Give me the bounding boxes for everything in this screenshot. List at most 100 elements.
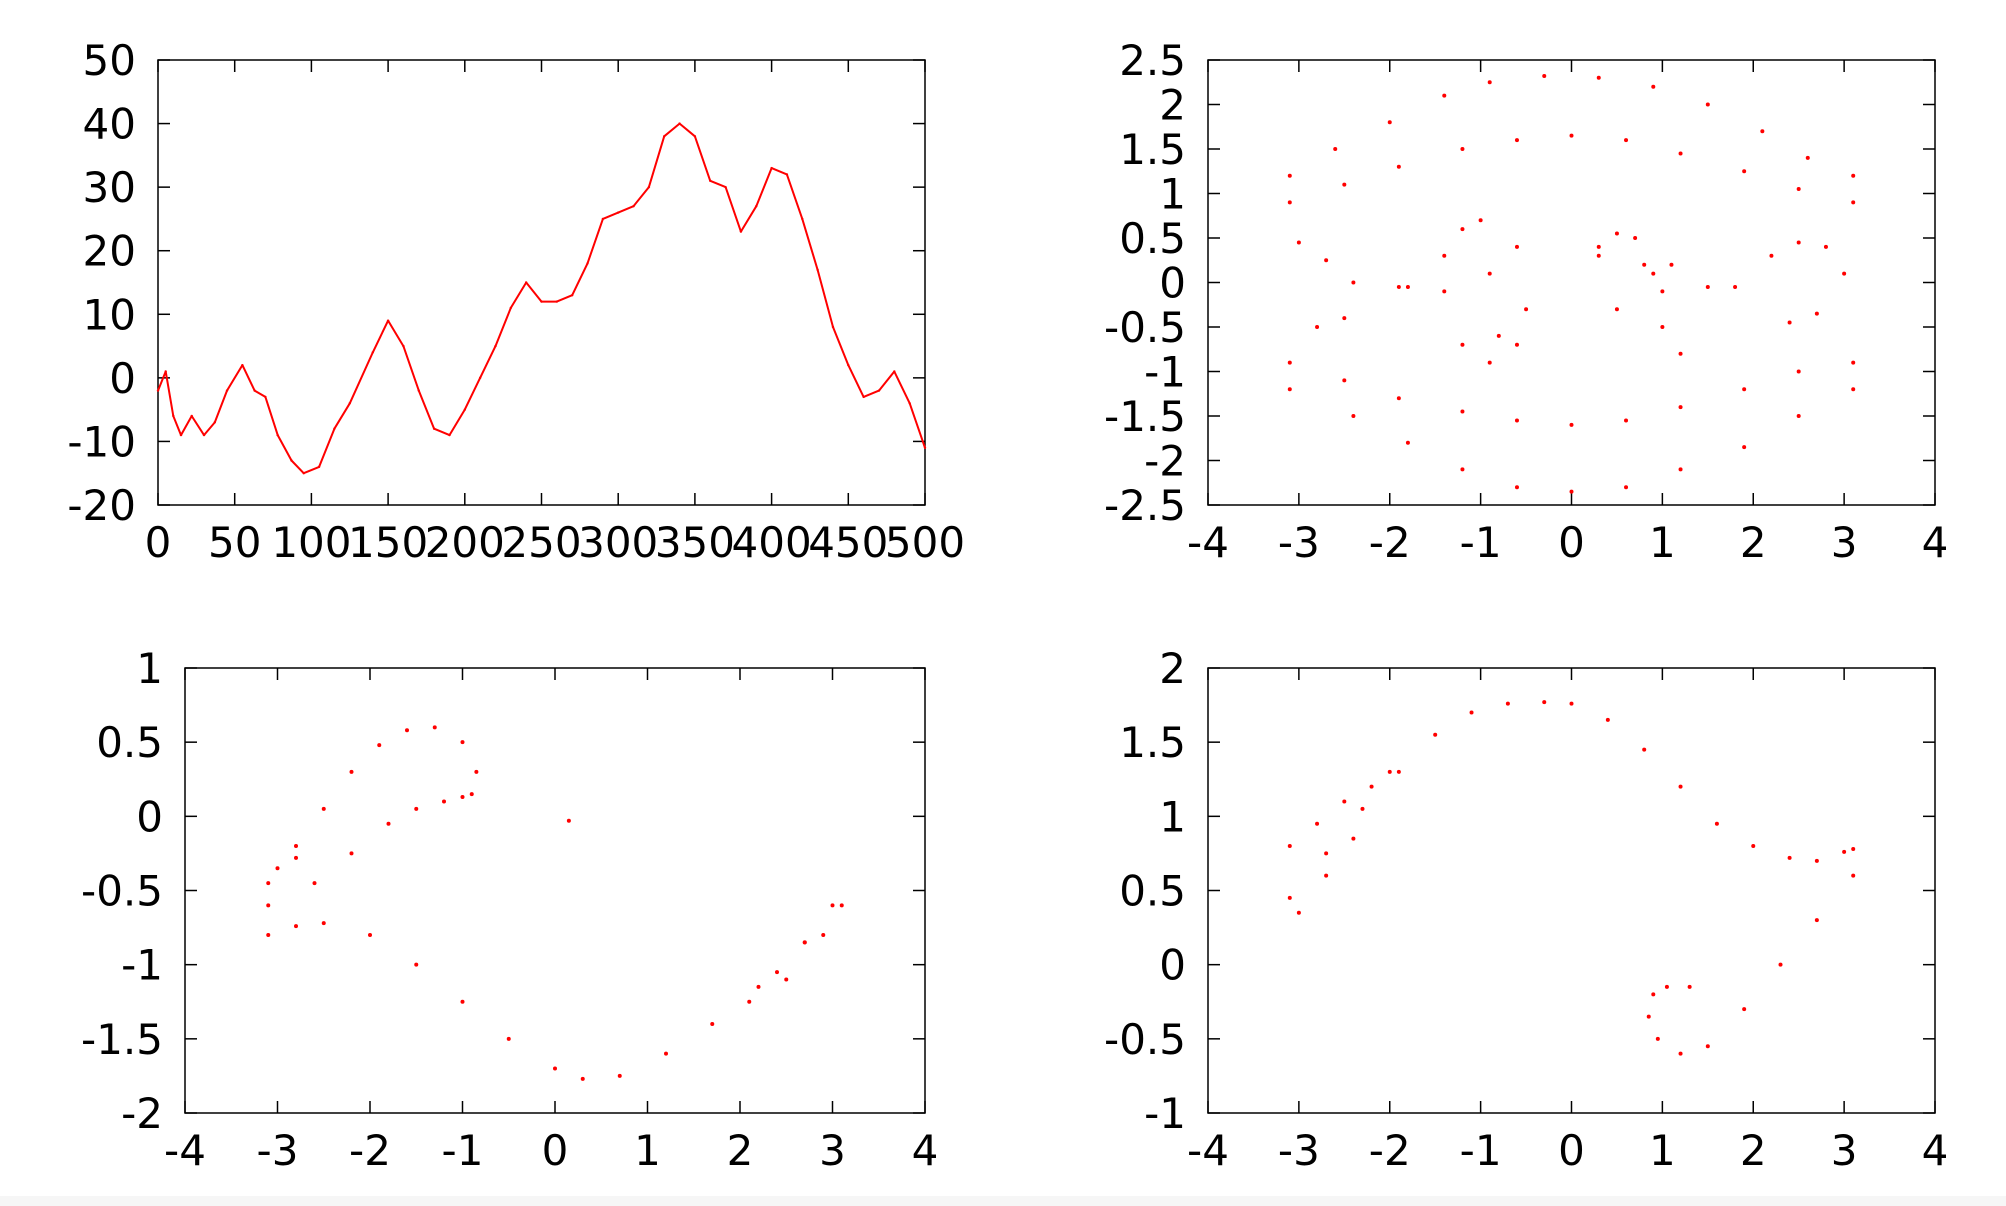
data-point [830,903,835,908]
data-point [1478,218,1483,223]
data-point [1664,984,1669,989]
x-tick-label: -3 [257,1126,299,1175]
data-point [617,1073,622,1078]
data-point [1814,311,1819,316]
data-point [294,844,298,848]
data-point [1569,422,1574,427]
data-point [821,933,826,937]
y-tick-label: -1.5 [81,1015,163,1064]
data-point [1796,187,1801,192]
data-point [1487,271,1492,276]
data-point [1642,747,1647,752]
x-tick-label: 150 [348,518,428,567]
data-point [755,205,758,208]
data-point [1569,489,1574,494]
data-point [1655,1036,1660,1041]
x-tick-label: 450 [808,518,888,567]
data-point [290,459,293,462]
x-tick-label: -1 [1460,518,1502,567]
y-tick-label: 1.5 [1119,718,1186,767]
y-tick-label: 0 [109,354,136,403]
data-point [1287,360,1292,365]
data-point [377,743,382,748]
y-tick-label: -0.5 [1104,303,1186,352]
y-tick-label: -1.5 [1104,392,1186,441]
data-point [460,999,465,1004]
data-point [1324,258,1329,263]
data-point [1460,227,1465,232]
data-point [1751,844,1756,848]
data-point [478,376,482,380]
y-tick-label: 40 [83,100,136,149]
y-tick-label: 0.5 [1119,214,1186,263]
y-tick-label: 2 [1159,644,1186,693]
data-point [371,351,374,354]
data-point [1787,855,1792,860]
y-tick-label: 1.5 [1119,125,1186,174]
x-tick-label: 4 [1922,518,1949,567]
data-point [1614,307,1619,312]
data-point [1315,821,1320,826]
y-tick-label: -0.5 [81,867,163,916]
data-point [1678,1051,1683,1056]
data-point [1542,700,1547,705]
y-tick-label: -2 [121,1089,163,1138]
y-tick-label: 2 [1159,81,1186,130]
data-point [1678,151,1683,156]
y-tick-label: -0.5 [1104,1015,1186,1064]
data-point [156,389,160,392]
data-point [1396,769,1401,774]
data-point [1742,1007,1747,1012]
data-point [1633,236,1638,240]
data-point [1760,129,1765,134]
data-point [724,185,727,189]
data-point [1442,93,1447,98]
data-point [1814,858,1819,863]
x-tick-label: -4 [1187,518,1229,567]
data-point [202,433,206,437]
y-tick-label: -1 [1144,1089,1186,1138]
bottom-strip [0,1196,2006,1206]
plot-frame [1207,59,1936,506]
data-point [317,465,321,469]
panel-poincare-b: -4 -3 -2 -1 0 1 2 3 4 -1 -0.5 0 0.5 1 1.5 2 [1104,644,1948,1175]
data-point [1851,360,1856,365]
data-point [877,389,881,392]
data-point [1660,289,1665,294]
x-tick-label: 2 [727,1126,754,1175]
data-point [1842,271,1847,276]
data-point [1296,910,1301,915]
data-point [1342,378,1347,383]
x-tick-label: -4 [1187,1126,1229,1175]
data-point [1569,133,1574,138]
data-point [321,921,326,926]
y-tick-label: -20 [67,481,136,530]
data-point [460,795,465,800]
y-tick-label: 10 [83,290,136,339]
data-point [509,306,513,310]
data-point [414,962,419,967]
data-point [1624,138,1629,143]
data-point [839,903,844,908]
data-point [368,933,372,937]
data-point [801,217,804,221]
data-point [1642,262,1647,267]
data-point [1460,467,1465,472]
data-point [580,1076,585,1081]
data-point [524,281,528,284]
data-point [1351,280,1356,285]
data-point [1569,701,1574,706]
data-point [1405,440,1410,445]
x-tick-label: 2 [1740,518,1767,567]
data-point [1387,769,1392,774]
data-point [1805,155,1810,160]
data-point [1351,836,1356,841]
data-point [1769,253,1774,258]
plot-frame [1207,667,1936,1114]
data-point [213,421,216,424]
data-point [1287,895,1292,900]
x-tick-label: 0 [1558,1126,1585,1175]
data-point [1742,387,1747,392]
data-point [432,725,437,730]
data-point [312,881,317,886]
